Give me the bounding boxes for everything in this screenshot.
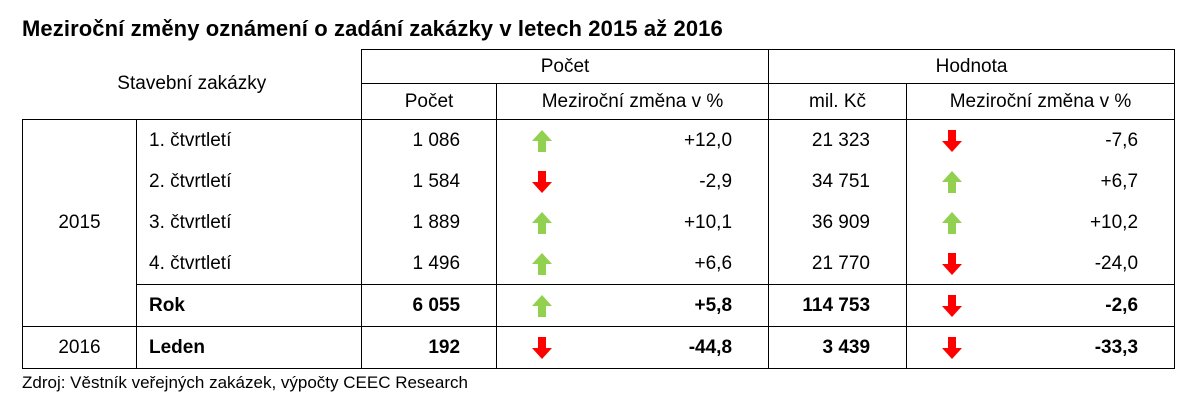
table-row: 2015 1. čtvrtletí 1 086 +12,0 21 323 -7,6 [22, 119, 1176, 327]
table-row: Rok 6 055 +5,8 114 753 -2,6 [23, 284, 1176, 327]
arrow-down-icon [941, 336, 962, 359]
value-amount: 34 751 [768, 161, 908, 202]
header-row-groups: Stavební zakázky Počet Hodnota [22, 49, 1176, 120]
column-header-value: mil. Kč [768, 83, 908, 120]
count-trend [496, 284, 587, 327]
value-trend [907, 202, 997, 243]
value-amount: 36 909 [768, 202, 908, 243]
arrow-up-icon [531, 252, 552, 275]
count-trend [497, 243, 587, 285]
arrow-up-icon [531, 129, 552, 152]
year-label: 2016 [22, 326, 137, 369]
period-label: 2. čtvrtletí [136, 161, 363, 202]
count-trend [496, 326, 587, 369]
period-label: 1. čtvrtletí [136, 119, 363, 161]
period-label: 3. čtvrtletí [136, 202, 363, 243]
arrow-up-icon [941, 211, 962, 234]
value-trend [906, 326, 997, 369]
table-row: 2. čtvrtletí 1 584 -2,9 34 751 +6,7 [23, 161, 1176, 202]
count-change: -2,9 [586, 161, 770, 202]
arrow-up-icon [531, 211, 552, 234]
table-title: Meziroční změny oznámení o zadání zakázk… [22, 16, 723, 41]
count-value: 1 496 [361, 243, 498, 285]
count-value: 1 584 [361, 161, 498, 202]
arrow-down-icon [531, 336, 552, 359]
value-change: -33,3 [996, 326, 1176, 369]
group-header-count: Počet [361, 49, 770, 84]
arrow-down-icon [941, 294, 962, 317]
count-value: 1 889 [361, 202, 498, 243]
row-header: Stavební zakázky [22, 49, 362, 120]
arrow-down-icon [531, 170, 552, 193]
count-change: +5,8 [586, 284, 770, 327]
count-trend [497, 161, 587, 202]
value-trend [907, 120, 997, 162]
data-table: Stavební zakázky Počet Hodnota Počet Mez… [22, 49, 1176, 369]
value-amount: 3 439 [768, 326, 908, 369]
value-trend [907, 243, 997, 285]
count-trend [497, 120, 587, 162]
value-amount: 114 753 [768, 284, 908, 327]
count-value: 1 086 [361, 119, 498, 161]
value-change: -7,6 [996, 119, 1176, 161]
value-change: +10,2 [996, 202, 1176, 243]
source-note: Zdroj: Věstník veřejných zakázek, výpočt… [22, 373, 468, 392]
period-label: Rok [136, 284, 363, 327]
value-amount: 21 770 [768, 243, 908, 285]
count-trend [497, 202, 587, 243]
count-change: +10,1 [586, 202, 770, 243]
arrow-up-icon [531, 294, 552, 317]
arrow-down-icon [941, 129, 962, 152]
header-row-columns: Počet Meziroční změna v % mil. Kč Meziro… [23, 83, 1176, 120]
year-label: 2015 [22, 119, 137, 327]
value-amount: 21 323 [768, 119, 908, 161]
value-change: -2,6 [996, 284, 1176, 327]
table-row: 2016 Leden 192 -44,8 3 439 -33,3 [22, 326, 1176, 369]
period-label: Leden [136, 326, 363, 369]
column-header-count: Počet [361, 83, 498, 120]
value-trend [907, 161, 997, 202]
group-header-value: Hodnota [768, 49, 1176, 84]
count-change: -44,8 [586, 326, 770, 369]
arrow-down-icon [941, 252, 962, 275]
count-change: +6,6 [586, 243, 770, 285]
value-change: -24,0 [996, 243, 1176, 285]
column-header-count-change: Meziroční změna v % [496, 83, 770, 120]
count-value: 6 055 [361, 284, 498, 327]
value-change: +6,7 [996, 161, 1176, 202]
column-header-value-change: Meziroční změna v % [906, 83, 1176, 120]
value-trend [906, 284, 997, 327]
table-row: 3. čtvrtletí 1 889 +10,1 36 909 +10,2 [23, 202, 1176, 243]
count-value: 192 [361, 326, 498, 369]
table-row: 4. čtvrtletí 1 496 +6,6 21 770 -24,0 [23, 243, 1176, 285]
arrow-up-icon [941, 170, 962, 193]
count-change: +12,0 [586, 119, 770, 161]
period-label: 4. čtvrtletí [136, 243, 363, 285]
